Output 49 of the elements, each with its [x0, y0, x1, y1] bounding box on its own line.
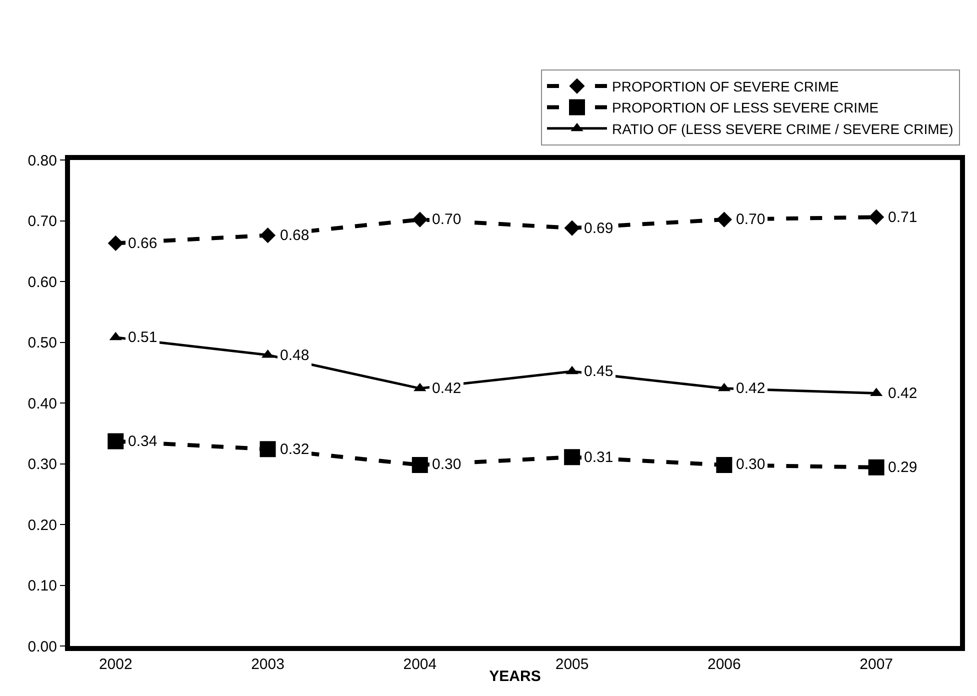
- y-tick-label: 0.10: [28, 578, 57, 594]
- legend-label: PROPORTION OF LESS SEVERE CRIME: [612, 100, 879, 116]
- x-tick-label: 2007: [860, 656, 894, 673]
- data-label: 0.70: [432, 211, 462, 228]
- data-label: 0.31: [584, 449, 614, 466]
- y-tick-label: 0.00: [28, 638, 57, 656]
- data-label: 0.32: [280, 441, 310, 458]
- point: [716, 212, 732, 228]
- point: [260, 441, 276, 458]
- data-label: 0.69: [584, 220, 614, 237]
- y-tick-label: 0.60: [28, 274, 57, 291]
- data-label: 0.29: [888, 459, 918, 476]
- point: [108, 433, 124, 450]
- data-label: 0.34: [128, 433, 158, 450]
- point: [716, 456, 732, 473]
- y-tick-label: 0.80: [28, 152, 57, 170]
- data-label: 0.30: [736, 456, 766, 473]
- data-label: 0.45: [584, 363, 614, 380]
- point: [412, 456, 428, 473]
- data-label: 0.48: [280, 347, 310, 364]
- legend-label: RATIO OF (LESS SEVERE CRIME / SEVERE CRIME): [612, 120, 954, 137]
- data-label: 0.71: [888, 209, 918, 226]
- data-label: 0.66: [128, 235, 158, 252]
- data-label: 0.70: [736, 211, 766, 228]
- y-tick-label: 0.50: [28, 334, 57, 352]
- y-tick-label: 0.20: [28, 516, 57, 534]
- point: [564, 220, 580, 236]
- y-tick-label: 0.30: [28, 456, 57, 473]
- point: [260, 228, 276, 244]
- point: [108, 235, 124, 252]
- x-tick-label: 2002: [98, 656, 132, 673]
- y-tick-label: 0.70: [28, 213, 57, 230]
- x-tick-label: 2006: [708, 656, 741, 673]
- legend-label: PROPORTION OF SEVERE CRIME: [612, 78, 839, 94]
- data-label: 0.42: [432, 380, 462, 397]
- y-tick-label: 0.40: [28, 395, 57, 412]
- data-label: 0.42: [888, 385, 918, 402]
- x-tick-label: 2004: [403, 656, 437, 673]
- x-tick-label: 2003: [251, 656, 284, 673]
- point: [868, 459, 884, 476]
- data-label: 0.30: [432, 456, 462, 473]
- data-label: 0.51: [128, 329, 158, 346]
- point: [412, 212, 428, 228]
- point: [564, 449, 580, 466]
- x-axis-title: YEARS: [489, 668, 541, 685]
- point: [868, 209, 884, 225]
- x-tick-label: 2005: [555, 656, 589, 673]
- data-label: 0.42: [736, 380, 766, 397]
- data-label: 0.68: [280, 227, 310, 244]
